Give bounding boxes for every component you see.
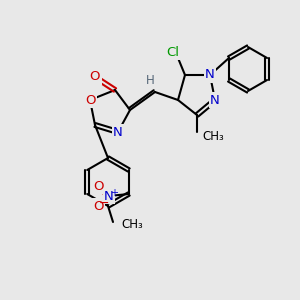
Text: H: H: [146, 74, 154, 86]
Text: O: O: [90, 70, 100, 83]
Text: Cl: Cl: [167, 46, 179, 59]
Text: CH₃: CH₃: [121, 218, 143, 230]
Text: N: N: [210, 94, 220, 106]
Text: O: O: [94, 200, 104, 212]
Text: −: −: [98, 196, 109, 209]
Text: N: N: [205, 68, 215, 82]
Text: +: +: [110, 188, 118, 198]
Text: N: N: [113, 125, 123, 139]
Text: CH₃: CH₃: [202, 130, 224, 142]
Text: O: O: [94, 179, 104, 193]
Text: O: O: [85, 94, 95, 106]
Text: N: N: [104, 190, 114, 202]
